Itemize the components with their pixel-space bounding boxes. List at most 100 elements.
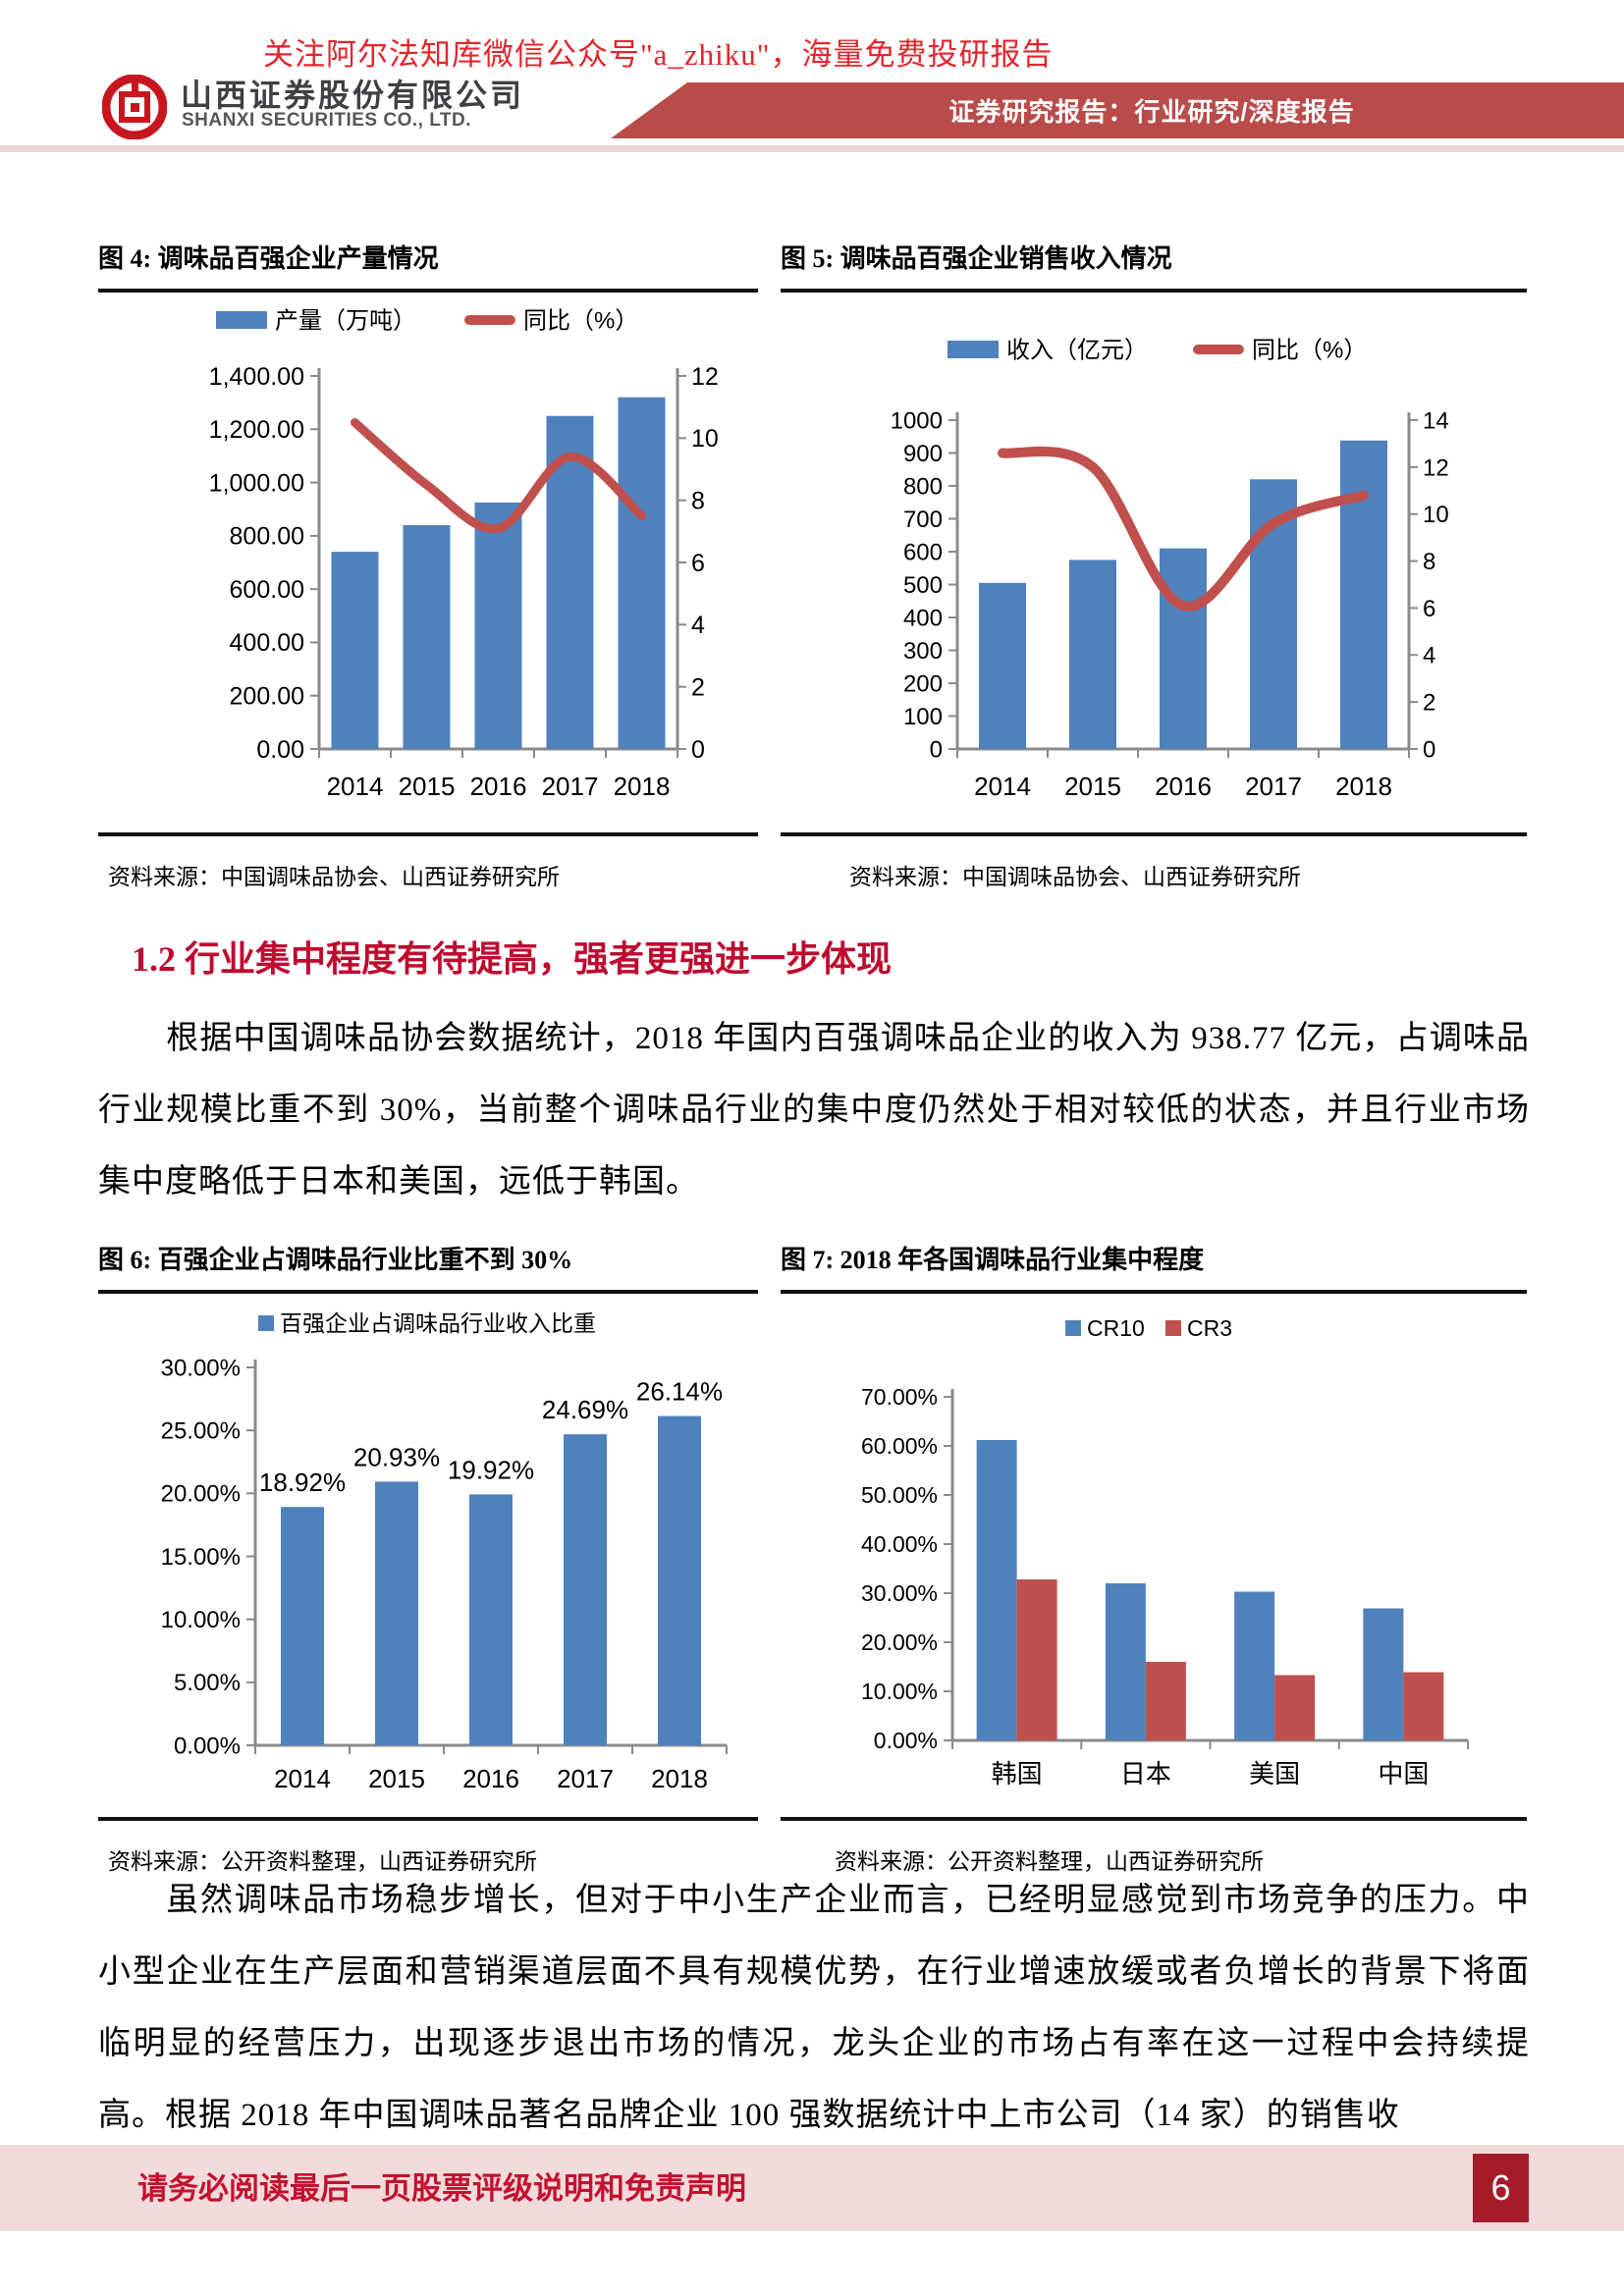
svg-text:0: 0 (1423, 736, 1435, 763)
report-type-banner: 证券研究报告：行业研究/深度报告 (611, 82, 1624, 138)
svg-text:20.93%: 20.93% (353, 1442, 440, 1471)
svg-text:1,000.00: 1,000.00 (209, 469, 304, 497)
svg-text:20.00%: 20.00% (861, 1629, 938, 1655)
svg-text:400.00: 400.00 (230, 629, 304, 657)
svg-text:30.00%: 30.00% (161, 1355, 241, 1381)
figure-6-title: 图 6: 百强企业占调味品行业比重不到 30% (98, 1246, 573, 1274)
svg-text:700: 700 (903, 507, 943, 533)
body-paragraph-1: 根据中国调味品协会数据统计，2018 年国内百强调味品企业的收入为 938.77… (98, 1021, 1530, 1200)
svg-text:12: 12 (1423, 454, 1449, 481)
svg-text:2014: 2014 (274, 1764, 331, 1793)
svg-text:0.00%: 0.00% (174, 1733, 241, 1759)
figure-4-title: 图 4: 调味品百强企业产量情况 (98, 244, 439, 273)
svg-text:10: 10 (1423, 502, 1449, 528)
svg-text:8: 8 (691, 487, 705, 514)
svg-text:14: 14 (1423, 407, 1449, 434)
svg-text:8: 8 (1423, 549, 1435, 575)
svg-text:2018: 2018 (1335, 772, 1392, 801)
svg-text:产量（万吨）: 产量（万吨） (275, 307, 416, 334)
figure-6: 图 6: 百强企业占调味品行业比重不到 30% 0.00% 5.00% 10.00%… (98, 1239, 758, 1876)
svg-text:100: 100 (903, 704, 943, 730)
svg-text:2017: 2017 (1245, 772, 1302, 801)
svg-text:1,200.00: 1,200.00 (209, 416, 304, 444)
svg-text:800: 800 (903, 473, 943, 500)
svg-text:800.00: 800.00 (230, 523, 304, 551)
svg-text:5.00%: 5.00% (174, 1670, 241, 1696)
svg-text:2014: 2014 (974, 772, 1031, 801)
svg-text:4: 4 (691, 612, 705, 639)
figure-4: 图 4: 调味品百强企业产量情况 0.00 200.00 400.00 600.00 8… (98, 238, 758, 891)
svg-text:500: 500 (903, 572, 943, 599)
svg-text:1,400.00: 1,400.00 (209, 363, 304, 391)
svg-text:15.00%: 15.00% (161, 1544, 241, 1571)
svg-text:200.00: 200.00 (230, 682, 304, 710)
svg-text:收入（亿元）: 收入（亿元） (1006, 337, 1148, 363)
svg-text:40.00%: 40.00% (861, 1531, 938, 1557)
svg-text:同比（%）: 同比（%） (523, 307, 638, 334)
svg-text:300: 300 (903, 638, 943, 665)
figure-5-top-rule (781, 289, 1527, 293)
figure-6-source: 资料来源：公开资料整理，山西证券研究所 (108, 1849, 537, 1874)
figure-7: 图 7: 2018 年各国调味品行业集中程度 0.00% 10.00% 20.00%… (781, 1239, 1527, 1876)
svg-text:25.00%: 25.00% (161, 1418, 241, 1445)
figure-5: 图 5: 调味品百强企业销售收入情况 0 100 200 300 400 500 600 70… (781, 238, 1527, 891)
svg-text:26.14%: 26.14% (636, 1377, 723, 1407)
company-name-cn: 山西证券股份有限公司 (181, 78, 525, 113)
svg-text:600.00: 600.00 (230, 576, 304, 604)
svg-text:韩国: 韩国 (992, 1759, 1043, 1789)
svg-text:0.00%: 0.00% (874, 1728, 938, 1753)
svg-text:2016: 2016 (1155, 772, 1212, 801)
svg-text:20.00%: 20.00% (161, 1481, 241, 1508)
svg-text:900: 900 (903, 441, 943, 467)
svg-text:6: 6 (691, 550, 705, 577)
svg-text:4: 4 (1423, 643, 1435, 669)
header-divider (0, 145, 1624, 152)
svg-text:10: 10 (691, 425, 719, 453)
report-type-banner-text: 证券研究报告：行业研究/深度报告 (948, 97, 1355, 127)
svg-text:2015: 2015 (368, 1764, 425, 1793)
footer-band (0, 2145, 1624, 2231)
svg-text:18.92%: 18.92% (259, 1468, 346, 1497)
figure-7-top-rule (781, 1290, 1527, 1294)
svg-text:0: 0 (930, 736, 943, 763)
company-logo-icon (102, 75, 167, 139)
svg-text:200: 200 (903, 670, 943, 697)
svg-text:2017: 2017 (557, 1764, 614, 1793)
svg-text:1000: 1000 (891, 407, 943, 434)
svg-text:0.00: 0.00 (256, 736, 304, 764)
page-number: 6 (1490, 2167, 1511, 2208)
figure-4-bottom-rule (98, 832, 758, 836)
figure-6-bottom-rule (98, 1817, 758, 1821)
svg-text:2: 2 (1423, 690, 1435, 717)
figure-4-source: 资料来源：中国调味品协会、山西证券研究所 (108, 865, 560, 889)
svg-text:美国: 美国 (1249, 1759, 1300, 1789)
figure-7-bottom-rule (781, 1817, 1527, 1821)
promo-banner-text: 关注阿尔法知库微信公众号"a_zhiku"，海量免费投研报告 (263, 37, 1054, 72)
concentration-grouped-bar-chart: 0.00% 10.00% 20.00% 30.00% 40.00% 50.00% 60.00… (781, 1294, 1527, 1817)
svg-text:12: 12 (691, 363, 719, 391)
svg-text:百强企业占调味品行业收入比重: 百强企业占调味品行业收入比重 (280, 1310, 596, 1336)
svg-text:日本: 日本 (1120, 1759, 1171, 1789)
top100-share-bar-chart: 0.00% 5.00% 10.00% 15.00% 20.00% 25.00% 30.00%… (98, 1294, 758, 1817)
svg-text:同比（%）: 同比（%） (1252, 337, 1367, 363)
figure-5-source: 资料来源：中国调味品协会、山西证券研究所 (849, 865, 1301, 889)
svg-text:60.00%: 60.00% (861, 1433, 938, 1459)
figure-4-top-rule (98, 289, 758, 293)
svg-text:10.00%: 10.00% (861, 1679, 938, 1704)
svg-text:2: 2 (691, 673, 705, 701)
page-number-badge: 6 (1473, 2154, 1529, 2222)
company-name-en: SHANXI SECURITIES CO., LTD. (182, 110, 472, 131)
svg-text:0: 0 (691, 736, 705, 764)
svg-text:400: 400 (903, 605, 943, 631)
figure-7-title: 图 7: 2018 年各国调味品行业集中程度 (781, 1246, 1205, 1274)
svg-text:600: 600 (903, 539, 943, 565)
figure-5-title: 图 5: 调味品百强企业销售收入情况 (781, 244, 1172, 273)
svg-text:2016: 2016 (470, 772, 527, 801)
svg-text:10.00%: 10.00% (161, 1607, 241, 1633)
revenue-combo-chart: 0 100 200 300 400 500 600 700 800 900 1000 2014 2015… (781, 293, 1527, 832)
svg-text:2017: 2017 (542, 772, 599, 801)
svg-text:2014: 2014 (327, 772, 384, 801)
svg-text:30.00%: 30.00% (861, 1580, 938, 1606)
svg-text:24.69%: 24.69% (542, 1395, 628, 1424)
